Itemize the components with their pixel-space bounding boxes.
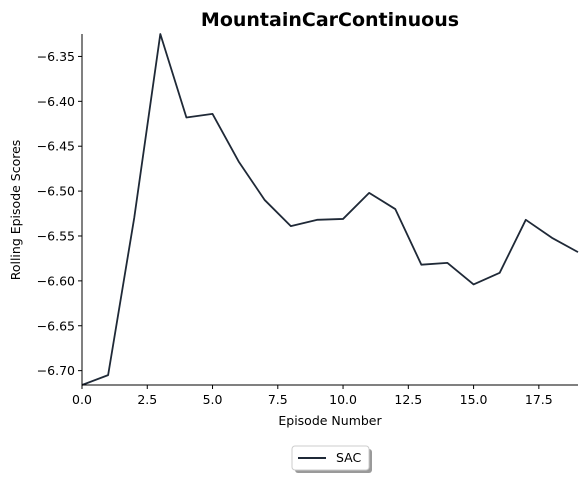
y-tick-label: −6.35: [37, 49, 75, 64]
y-tick-label: −6.60: [37, 273, 75, 288]
x-tick-label: 7.5: [268, 392, 288, 407]
y-tick-label: −6.65: [37, 318, 75, 333]
plot-area: [81, 33, 579, 386]
x-tick-label: 12.5: [394, 392, 422, 407]
chart-title: MountainCarContinuous: [201, 9, 459, 31]
legend-box: [291, 445, 370, 471]
x-axis-title: Episode Number: [278, 413, 382, 428]
x-tick-label: 0.0: [72, 392, 92, 407]
y-axis-ticks: −6.35 −6.40 −6.45 −6.50 −6.55 −6.60 −6.65 −6.70: [37, 49, 82, 378]
legend-label-sac: SAC: [336, 450, 361, 465]
x-tick-label: 2.5: [137, 392, 157, 407]
x-tick-label: 10.0: [329, 392, 357, 407]
y-tick-label: −6.70: [37, 363, 75, 378]
x-tick-label: 15.0: [460, 392, 488, 407]
x-tick-label: 17.5: [525, 392, 553, 407]
legend: SAC: [291, 445, 372, 473]
y-tick-label: −6.50: [37, 184, 75, 199]
series-line-sac: [81, 33, 579, 386]
x-tick-label: 5.0: [203, 392, 223, 407]
x-axis-ticks: 0.0 2.5 5.0 7.5 10.0 12.5 15.0 17.5: [72, 385, 553, 407]
y-tick-label: −6.55: [37, 228, 75, 243]
y-tick-label: −6.40: [37, 94, 75, 109]
y-axis-title: Rolling Episode Scores: [8, 140, 23, 281]
y-tick-label: −6.45: [37, 139, 75, 154]
